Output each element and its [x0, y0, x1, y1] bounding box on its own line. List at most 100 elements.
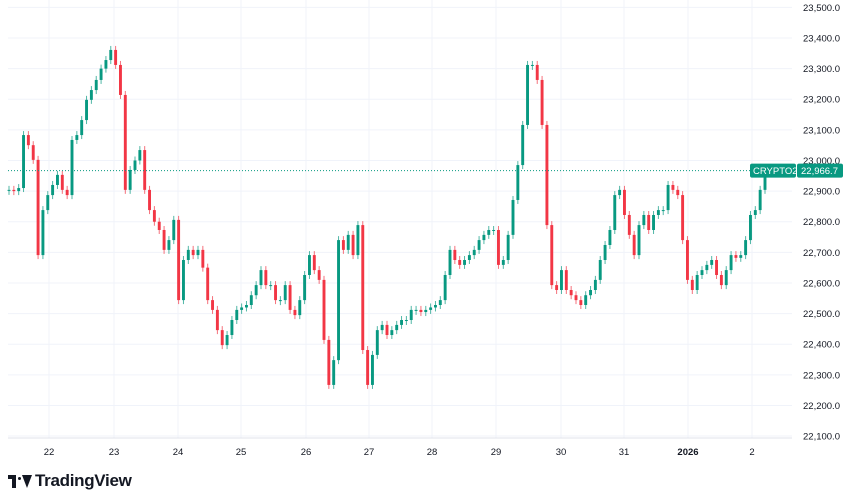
time-axis[interactable]: 22 23 24 25 26 27 28 29 30 31 2026 2 — [8, 437, 792, 458]
candle-down — [114, 45, 118, 69]
price-tick-label: 22,300.0 — [803, 370, 840, 381]
candle-up — [724, 266, 728, 290]
candle-up — [526, 60, 529, 129]
candle-up — [695, 270, 699, 295]
candle-up — [400, 316, 403, 329]
candle-up — [666, 180, 670, 215]
candle-up — [46, 191, 50, 215]
candle-body — [375, 330, 379, 355]
candle-body — [666, 184, 670, 211]
candle-body — [259, 270, 263, 286]
candle-body — [99, 68, 103, 80]
price-tick-label: 22,400.0 — [803, 340, 840, 351]
candle-body — [598, 259, 602, 280]
candle-body — [758, 189, 762, 211]
candle-body — [148, 189, 151, 211]
candle-body — [434, 305, 437, 308]
candle-body — [220, 330, 224, 346]
candle-down — [60, 170, 64, 194]
candle-up — [448, 245, 452, 279]
candle-body — [298, 300, 302, 316]
candle-body — [521, 124, 525, 166]
candle-up — [99, 64, 103, 84]
candle-up — [269, 281, 273, 291]
candle-down — [211, 296, 214, 314]
candle-up — [593, 275, 597, 295]
candle-body — [41, 210, 45, 256]
time-tick-label: 2 — [749, 447, 754, 458]
candle-body — [7, 189, 11, 191]
candle-body — [385, 324, 389, 336]
candle-body — [603, 244, 607, 260]
candle-down — [317, 266, 321, 284]
candle-up — [758, 185, 762, 215]
time-tick-label: 30 — [556, 447, 567, 458]
candle-down — [555, 281, 559, 295]
candle-body — [182, 259, 185, 301]
candle-body — [249, 295, 253, 306]
candle-body — [739, 255, 743, 258]
candle-up — [371, 350, 374, 389]
candle-body — [70, 139, 74, 196]
price-tick-label: 23,300.0 — [803, 64, 840, 75]
candle-body — [119, 64, 122, 95]
price-tick-label: 22,200.0 — [803, 401, 840, 412]
candle-body — [31, 145, 35, 160]
candle-up — [501, 255, 505, 269]
candle-up — [414, 305, 418, 315]
candle-body — [390, 330, 394, 336]
candle-up — [346, 230, 350, 254]
candle-body — [312, 255, 316, 271]
grid-lines — [8, 0, 792, 438]
candle-up — [259, 266, 263, 290]
candle-up — [240, 303, 244, 314]
candle-up — [235, 305, 239, 325]
candle-body — [637, 225, 641, 256]
last-price-badge: 22,966.7 — [797, 163, 843, 178]
candle-down — [690, 275, 694, 295]
candle-body — [104, 60, 108, 69]
candle-up — [375, 326, 379, 359]
candle-up — [230, 316, 234, 340]
candle-up — [744, 236, 748, 260]
candle-body — [676, 189, 680, 196]
candle-body — [254, 285, 258, 296]
candle-up — [463, 255, 466, 269]
candle-down — [671, 180, 675, 194]
candle-up — [603, 240, 607, 264]
candle-body — [710, 259, 714, 265]
tradingview-logo[interactable]: TradingView — [8, 471, 132, 491]
candle-up — [492, 225, 496, 235]
candle-up — [652, 210, 655, 234]
candle-up — [133, 156, 137, 174]
candle-up — [22, 131, 25, 193]
candle-up — [380, 320, 384, 335]
candle-down — [293, 305, 297, 320]
price-axis[interactable]: 23,500.0 23,400.0 23,300.0 23,200.0 23,100.0… — [803, 3, 840, 443]
candle-body — [128, 169, 132, 190]
candle-body — [80, 120, 84, 136]
candle-down — [676, 185, 680, 200]
candle-body — [288, 285, 292, 310]
candle-body — [293, 309, 297, 316]
candle-down — [361, 221, 365, 355]
candle-up — [390, 326, 394, 340]
candle-down — [627, 210, 631, 239]
candle-down — [157, 217, 161, 234]
candle-body — [341, 240, 345, 250]
candle-body — [681, 195, 685, 241]
candle-down — [419, 305, 423, 317]
candle-up — [337, 236, 340, 365]
candle-body — [627, 214, 631, 235]
time-tick-label: 28 — [427, 447, 438, 458]
candle-body — [404, 320, 408, 322]
candle-body — [395, 324, 399, 331]
candle-up — [472, 245, 476, 260]
candle-down — [623, 185, 626, 219]
candle-up — [521, 120, 525, 170]
candle-body — [448, 249, 452, 275]
candle-body — [467, 255, 471, 260]
candle-body — [337, 240, 340, 361]
candlestick-chart[interactable]: 23,500.0 23,400.0 23,300.0 23,200.0 23,100.0… — [0, 0, 852, 470]
candle-down — [327, 335, 331, 389]
